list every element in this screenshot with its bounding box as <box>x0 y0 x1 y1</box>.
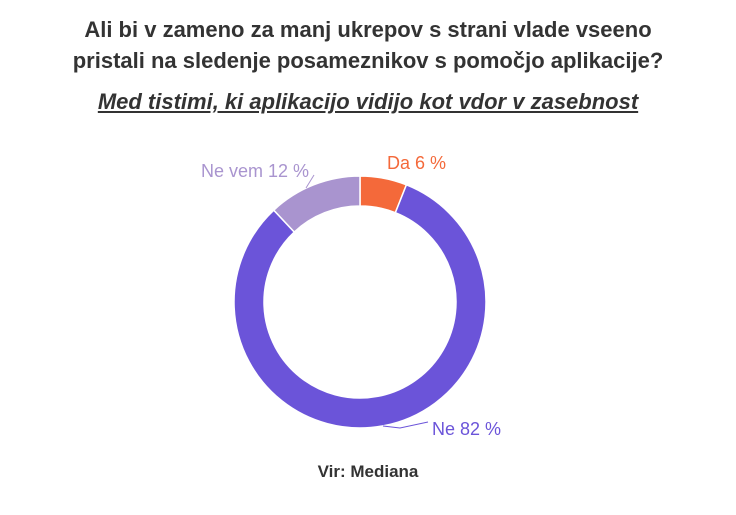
donut-slice-3 <box>272 175 361 234</box>
source-note: Vir: Mediana <box>317 462 419 481</box>
chart-subtitle: Med tistimi, ki aplikacijo vidijo kot vd… <box>97 89 639 114</box>
donut-slice-2 <box>233 183 487 429</box>
slice-label-2: Ne 82 % <box>432 419 501 439</box>
leader-line-3 <box>305 174 315 189</box>
chart-title-line-1: Ali bi v zameno za manj ukrepov s strani… <box>84 17 652 42</box>
slice-label-1: Da 6 % <box>387 153 446 173</box>
chart-title: Ali bi v zameno za manj ukrepov s strani… <box>0 14 736 76</box>
chart-title-line-2: pristali na sledenje posameznikov s pomo… <box>72 48 664 73</box>
slice-label-3: Ne vem 12 % <box>201 161 309 181</box>
leader-line-2 <box>382 421 429 429</box>
